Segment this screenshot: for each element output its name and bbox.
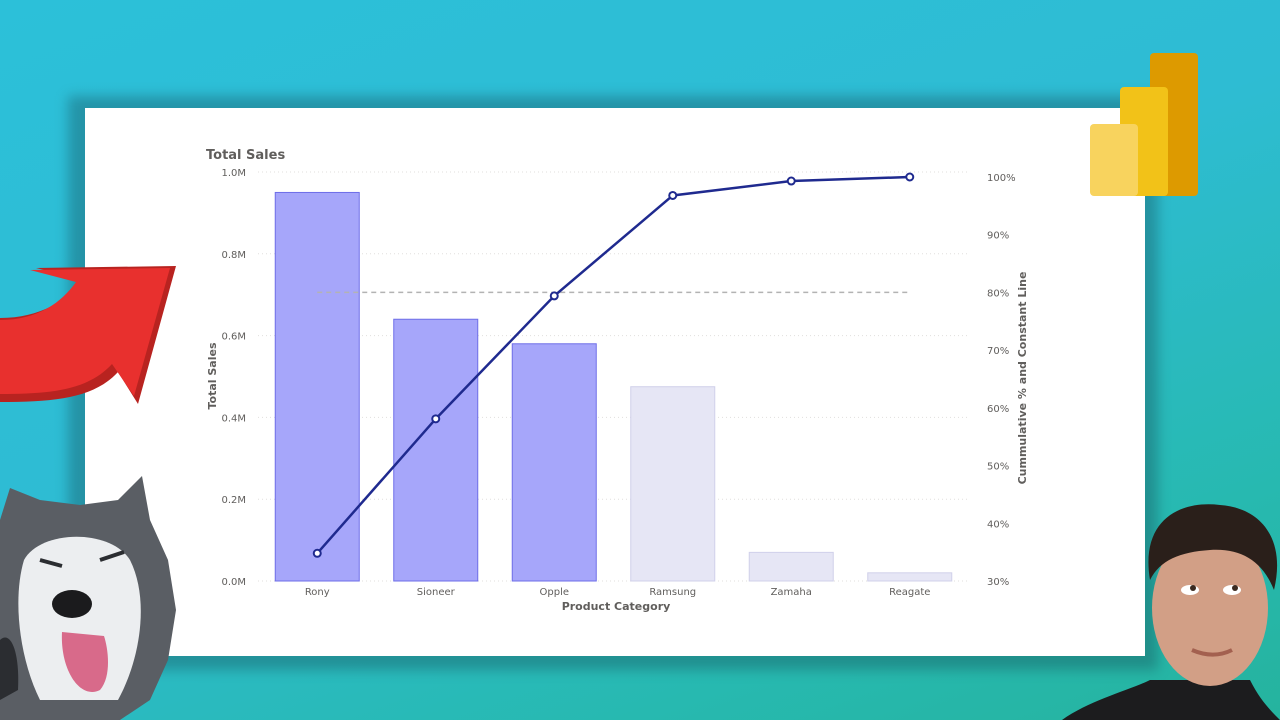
- x-tick-label: Reagate: [889, 587, 930, 598]
- bar[interactable]: [867, 572, 953, 582]
- report-canvas: Total Sales Total Sales Cummulative % an…: [85, 108, 1145, 656]
- x-tick-label: Rony: [305, 587, 330, 598]
- cumulative-line-layer: [312, 172, 915, 558]
- line-point[interactable]: [431, 414, 441, 424]
- cumulative-line: [316, 175, 910, 555]
- y-tick-label: 0.2M: [221, 495, 246, 506]
- x-tick-label: Opple: [540, 587, 570, 598]
- y-tick-label: 0.6M: [221, 332, 246, 343]
- y-tick-label: 1.0M: [221, 168, 246, 179]
- y2-tick-label: 90%: [987, 231, 1009, 242]
- y-tick-label: 0.4M: [221, 413, 246, 424]
- bar[interactable]: [274, 191, 360, 582]
- pareto-chart[interactable]: Total Sales Total Sales Cummulative % an…: [85, 108, 1145, 656]
- y2-tick-label: 70%: [987, 346, 1009, 357]
- line-point[interactable]: [549, 291, 559, 301]
- y-tick-label: 0.0M: [221, 577, 246, 588]
- secondary-y-axis-title: Cummulative % and Constant Line: [1016, 272, 1029, 485]
- y2-tick-label: 60%: [987, 404, 1009, 415]
- line-point[interactable]: [668, 190, 678, 200]
- line-point[interactable]: [312, 548, 322, 558]
- line-point[interactable]: [786, 176, 796, 186]
- line-point[interactable]: [905, 172, 915, 182]
- y-tick-label: 0.8M: [221, 250, 246, 261]
- bars: [274, 191, 953, 582]
- bar[interactable]: [630, 386, 716, 582]
- axis-labels: 0.0M 0.2M 0.4M 0.6M 0.8M 1.0M 30% 40% 50% 60% 70% 8…: [221, 168, 1015, 598]
- x-tick-label: Zamaha: [771, 587, 812, 598]
- y2-tick-label: 80%: [987, 288, 1009, 299]
- x-tick-label: Sioneer: [417, 587, 456, 598]
- bar[interactable]: [393, 318, 479, 582]
- y2-tick-label: 30%: [987, 577, 1009, 588]
- gridlines: [258, 171, 969, 582]
- bar[interactable]: [511, 343, 597, 582]
- x-axis-title: Product Category: [562, 600, 671, 613]
- x-tick-label: Ramsung: [649, 587, 696, 598]
- y-axis-title: Total Sales: [206, 342, 219, 409]
- y2-tick-label: 50%: [987, 462, 1009, 473]
- y2-tick-label: 100%: [987, 173, 1016, 184]
- bar[interactable]: [748, 551, 834, 582]
- chart-title: Total Sales: [206, 148, 285, 163]
- y2-tick-label: 40%: [987, 519, 1009, 530]
